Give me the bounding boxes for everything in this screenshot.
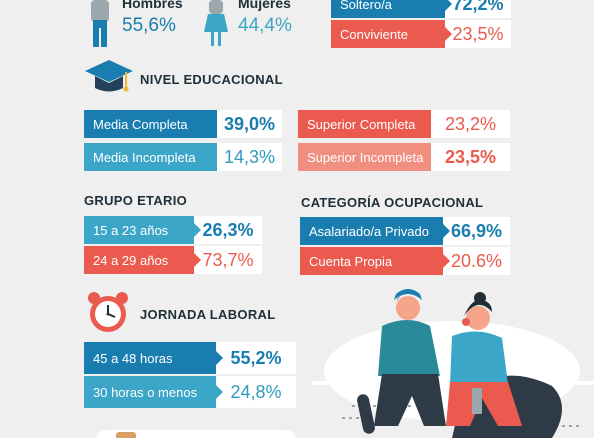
jornada-45-48-value: 55,2% <box>216 342 296 374</box>
media-completa-value: 39,0% <box>217 110 282 138</box>
grupo-etario-title: GRUPO ETARIO <box>84 193 188 208</box>
partial-icon <box>96 430 296 438</box>
edu-row-media-completa: Media Completa 39,0% <box>84 110 282 138</box>
asalariado-label: Asalariado/a Privado <box>309 223 429 239</box>
edad-row-15-23: 15 a 23 años 26,3% <box>84 216 262 244</box>
superior-completa-value: 23,2% <box>431 110 510 138</box>
conviviente-value: 23,5% <box>445 20 511 48</box>
superior-completa-label: Superior Completa <box>307 116 416 132</box>
nivel-educacional-title: NIVEL EDUCACIONAL <box>140 72 283 87</box>
soltero-value: 72,2% <box>445 0 511 18</box>
female-person-icon <box>204 0 228 46</box>
male-person-icon <box>91 0 109 47</box>
soltero-label: Soltero/a <box>340 0 393 12</box>
superior-incompleta-label: Superior Incompleta <box>307 149 424 165</box>
edad-15-23-label: 15 a 23 años <box>93 222 169 238</box>
edu-row-media-incompleta: Media Incompleta 14,3% <box>84 143 282 171</box>
ocup-row-cuenta-propia: Cuenta Propia 20.6% <box>300 247 510 275</box>
estado-civil-row-conviviente: Conviviente 23,5% <box>331 20 511 48</box>
ocup-row-asalariado: Asalariado/a Privado 66,9% <box>300 217 510 245</box>
hombres-label: Hombres <box>122 0 183 11</box>
media-completa-label: Media Completa <box>93 116 188 132</box>
asalariado-value: 66,9% <box>443 217 510 245</box>
jornada-30-menos-value: 24,8% <box>216 376 296 408</box>
edu-row-superior-incompleta: Superior Incompleta 23,5% <box>298 143 510 171</box>
media-incompleta-label: Media Incompleta <box>93 149 196 165</box>
alarm-clock-icon <box>88 292 128 332</box>
edad-15-23-value: 26,3% <box>194 216 262 244</box>
superior-incompleta-value: 23,5% <box>431 143 510 171</box>
edu-row-superior-completa: Superior Completa 23,2% <box>298 110 510 138</box>
edad-24-29-label: 24 a 29 años <box>93 252 169 268</box>
edad-24-29-value: 73,7% <box>194 246 262 274</box>
jornada-30-menos-label: 30 horas o menos <box>93 384 198 400</box>
hombres-value: 55,6% <box>122 15 176 36</box>
jornada-45-48-label: 45 a 48 horas <box>93 350 173 366</box>
graduation-cap-icon <box>85 60 133 92</box>
media-incompleta-value: 14,3% <box>217 143 282 171</box>
mujeres-value: 44,4% <box>238 15 292 36</box>
jornada-row-30-menos: 30 horas o menos 24,8% <box>84 376 296 408</box>
cuenta-propia-value: 20.6% <box>443 247 510 275</box>
mujeres-label: Mujeres <box>238 0 291 11</box>
conviviente-label: Conviviente <box>340 26 408 42</box>
cuenta-propia-label: Cuenta Propia <box>309 253 393 269</box>
categoria-ocupacional-title: CATEGORÍA OCUPACIONAL <box>301 195 484 210</box>
young-people-illustration <box>312 289 594 438</box>
jornada-laboral-title: JORNADA LABORAL <box>140 307 276 322</box>
edad-row-24-29: 24 a 29 años 73,7% <box>84 246 262 274</box>
estado-civil-row-soltero: Soltero/a 72,2% <box>331 0 511 18</box>
jornada-row-45-48: 45 a 48 horas 55,2% <box>84 342 296 374</box>
